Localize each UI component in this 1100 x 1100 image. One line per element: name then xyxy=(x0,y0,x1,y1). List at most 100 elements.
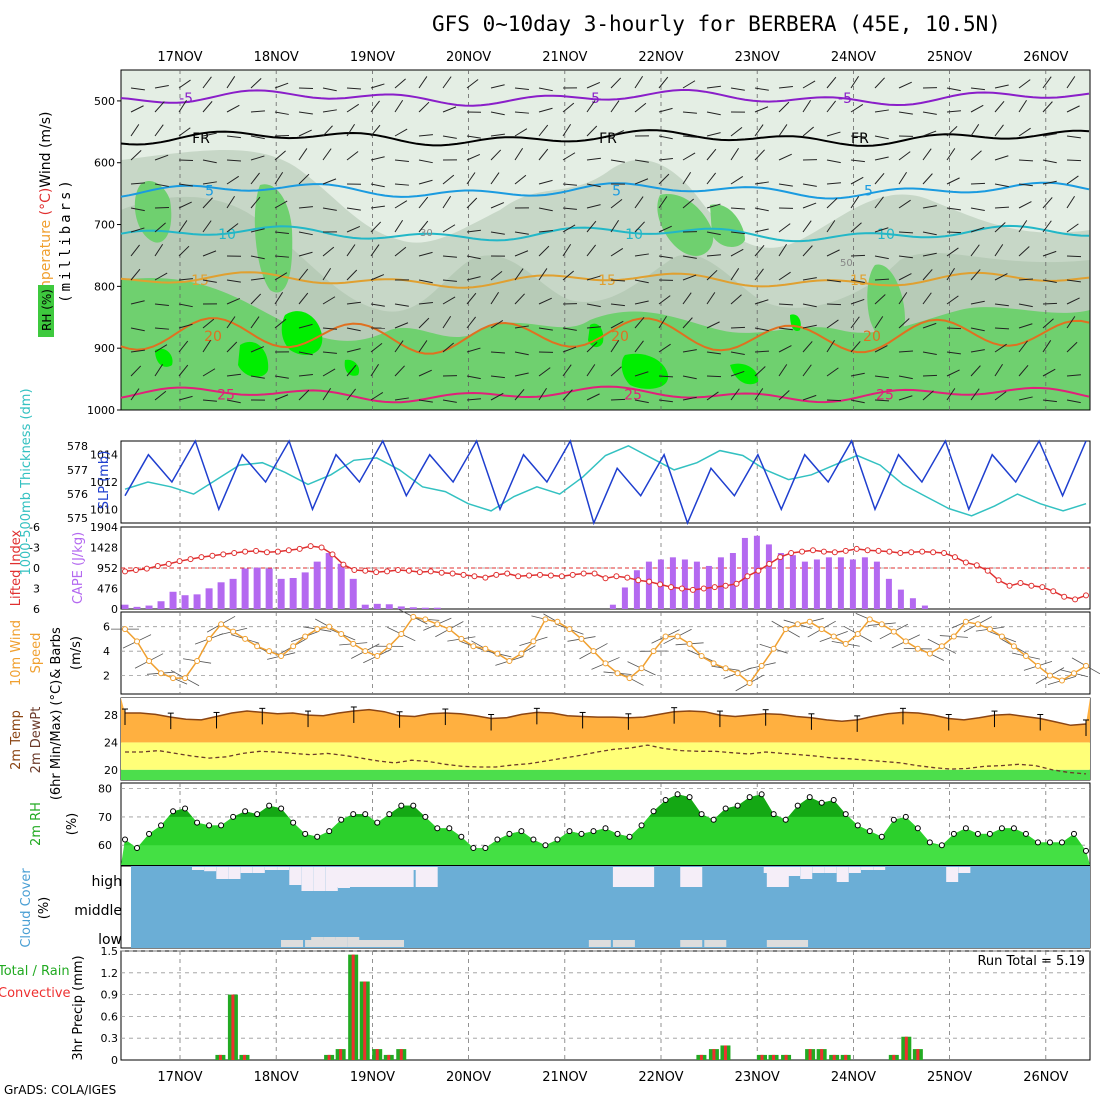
wind-barb xyxy=(154,390,167,401)
cloud-high-bar xyxy=(228,867,241,879)
cape-bar xyxy=(409,607,417,609)
wind-barb xyxy=(850,75,860,89)
wind-barb xyxy=(802,277,817,281)
wind-barb xyxy=(970,182,986,185)
wind-barb xyxy=(1042,76,1052,89)
wind-barb xyxy=(1066,399,1081,404)
wind-barb xyxy=(586,125,598,137)
wind-barb xyxy=(922,292,932,305)
wind-barb xyxy=(250,135,265,140)
wind-barb xyxy=(874,227,889,233)
rh-point xyxy=(614,830,621,837)
wind-barb xyxy=(370,83,385,89)
lifted-index-line-point xyxy=(646,578,653,585)
lifted-index-line-point xyxy=(886,548,893,555)
wind-barb xyxy=(394,78,406,89)
wind-barb xyxy=(226,297,241,305)
wind-barb xyxy=(658,343,671,353)
wind-barb xyxy=(994,273,1008,281)
wind-barb xyxy=(202,181,217,185)
temp-above-fill xyxy=(121,698,1090,726)
wind-barb xyxy=(946,267,955,281)
cape-bar xyxy=(265,568,273,609)
wind-barb xyxy=(226,341,238,353)
wind-speed-line-point xyxy=(290,643,297,650)
wind-barb xyxy=(898,318,910,329)
wind-barb xyxy=(922,231,937,236)
cloud-high-bar xyxy=(800,867,813,879)
lifted-index-line-point xyxy=(766,560,773,567)
rh-point xyxy=(182,805,189,812)
wind-barb xyxy=(1018,396,1033,401)
lifted-index-line-point xyxy=(285,547,292,554)
wind-barb xyxy=(730,126,743,137)
wind-barb xyxy=(226,76,236,89)
cape-bar xyxy=(645,561,652,609)
wind-barb xyxy=(586,303,601,308)
wind-barb xyxy=(706,111,721,116)
wind-barb xyxy=(610,320,624,329)
rh-point xyxy=(338,816,345,823)
wind-barb xyxy=(442,224,456,233)
cloud-high-bar xyxy=(824,867,837,873)
wind-barb xyxy=(418,399,433,403)
wind-barb xyxy=(994,124,1004,137)
lifted-index-line-point xyxy=(613,573,620,580)
wind-barb xyxy=(994,391,1007,401)
lifted-index-line-point xyxy=(176,558,183,565)
wind-barb xyxy=(346,301,361,305)
wind-speed-line-point xyxy=(842,640,849,647)
lifted-index-line-point xyxy=(1061,593,1068,600)
wind-barb xyxy=(778,183,793,187)
wind-barb xyxy=(826,303,842,306)
cape-bar xyxy=(277,578,285,609)
wind-barb xyxy=(706,203,721,209)
precip-tick-label: 0.3 xyxy=(101,1032,119,1045)
rh-point xyxy=(530,836,537,843)
wind-barb xyxy=(946,125,958,137)
wind-barb xyxy=(850,222,862,233)
lifted-index-line-point xyxy=(864,547,871,554)
wind-barb xyxy=(898,171,907,185)
wind-barb xyxy=(1042,399,1057,403)
wind-barb xyxy=(1018,220,1028,233)
wind-barb xyxy=(730,207,745,210)
wind-barb xyxy=(466,375,481,380)
rh-point xyxy=(410,802,417,809)
wind-barb xyxy=(610,398,626,401)
wind-barb xyxy=(994,183,1009,188)
wind-barb xyxy=(250,316,260,329)
wind-barb xyxy=(706,321,720,329)
wind-barb xyxy=(418,101,430,113)
wind-barb xyxy=(490,392,504,401)
wind-barb xyxy=(778,101,790,113)
wind-axis-label-3: & Barbs xyxy=(49,627,64,679)
wind-speed-line-point xyxy=(134,638,141,645)
wind-barb xyxy=(346,269,358,281)
wind-barb xyxy=(970,104,984,113)
rh-point xyxy=(122,836,128,843)
wind-barb xyxy=(970,150,982,161)
cape-tick-label: 952 xyxy=(97,562,118,575)
wind-barb xyxy=(322,351,337,354)
wind-barb xyxy=(418,159,433,164)
wind-barb xyxy=(802,303,817,308)
rh-point xyxy=(938,842,945,849)
wind-barb xyxy=(754,87,769,91)
wind-barb xyxy=(874,156,889,161)
wind-barb xyxy=(562,364,572,377)
lifted-index-line-point xyxy=(165,560,172,567)
wind-barb xyxy=(322,388,332,401)
wind-barb xyxy=(778,390,790,401)
wind-barb xyxy=(442,135,457,139)
wind-barb xyxy=(322,267,332,281)
lifted-index-line-point xyxy=(340,561,347,568)
wind-barb xyxy=(658,157,673,161)
date-label-top: 23NOV xyxy=(735,50,780,65)
wind-barb xyxy=(658,225,672,233)
wind-barb xyxy=(706,231,721,236)
wind-speed-line-point xyxy=(686,640,693,647)
wind-barb xyxy=(226,399,241,404)
wind-barb xyxy=(322,327,337,330)
wind-barb xyxy=(946,351,961,355)
